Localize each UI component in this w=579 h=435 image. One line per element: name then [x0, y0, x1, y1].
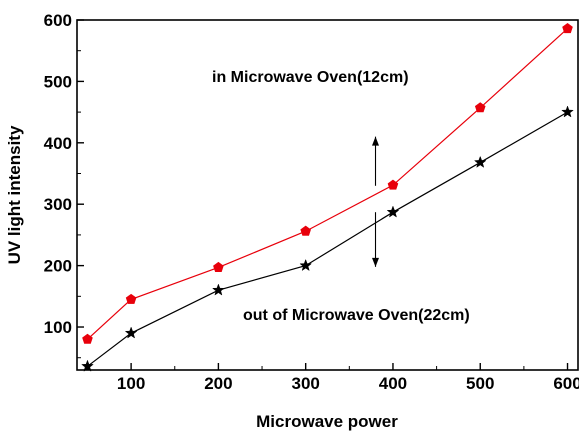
data-point: [213, 261, 224, 272]
annotation-layer: [372, 136, 380, 267]
data-point: [387, 179, 399, 190]
x-tick-label: 500: [466, 374, 494, 393]
data-point: [82, 333, 93, 344]
data-point: [474, 102, 486, 113]
y-tick-label: 500: [44, 72, 72, 91]
x-tick-label: 400: [379, 374, 407, 393]
data-point: [473, 155, 487, 168]
x-tick-label: 100: [117, 374, 145, 393]
y-tick-label: 200: [44, 257, 72, 276]
annotation-arrow-head: [372, 136, 380, 146]
data-point: [561, 105, 574, 118]
y-tick-label: 100: [44, 318, 72, 337]
series-layer: [81, 23, 574, 372]
y-tick-label: 600: [44, 11, 72, 30]
x-tick-label: 600: [553, 374, 579, 393]
annotation-out-of-oven: out of Microwave Oven(22cm): [243, 307, 470, 324]
x-tick-label: 200: [204, 374, 232, 393]
axis-ticks: 100 200 300 400 500 600 100 200 300 400 500 600: [44, 11, 579, 393]
data-point: [562, 23, 573, 34]
annotation-arrow-head: [372, 257, 380, 267]
y-tick-label: 300: [44, 195, 72, 214]
series-1: [81, 105, 574, 372]
plot-frame: [76, 19, 579, 371]
data-point: [300, 225, 311, 236]
series-0: [82, 23, 573, 344]
x-tick-label: 300: [291, 374, 319, 393]
annotation-in-oven: in Microwave Oven(12cm): [212, 69, 409, 86]
data-point: [124, 326, 138, 339]
data-point: [299, 258, 313, 272]
data-point: [386, 205, 400, 218]
data-point: [212, 283, 225, 296]
y-tick-label: 400: [44, 134, 72, 153]
data-point: [81, 359, 94, 372]
x-axis-label: Microwave power: [256, 412, 398, 431]
series-line: [87, 111, 568, 367]
data-point: [125, 293, 137, 304]
y-axis-label: UV light intensity: [5, 125, 24, 264]
